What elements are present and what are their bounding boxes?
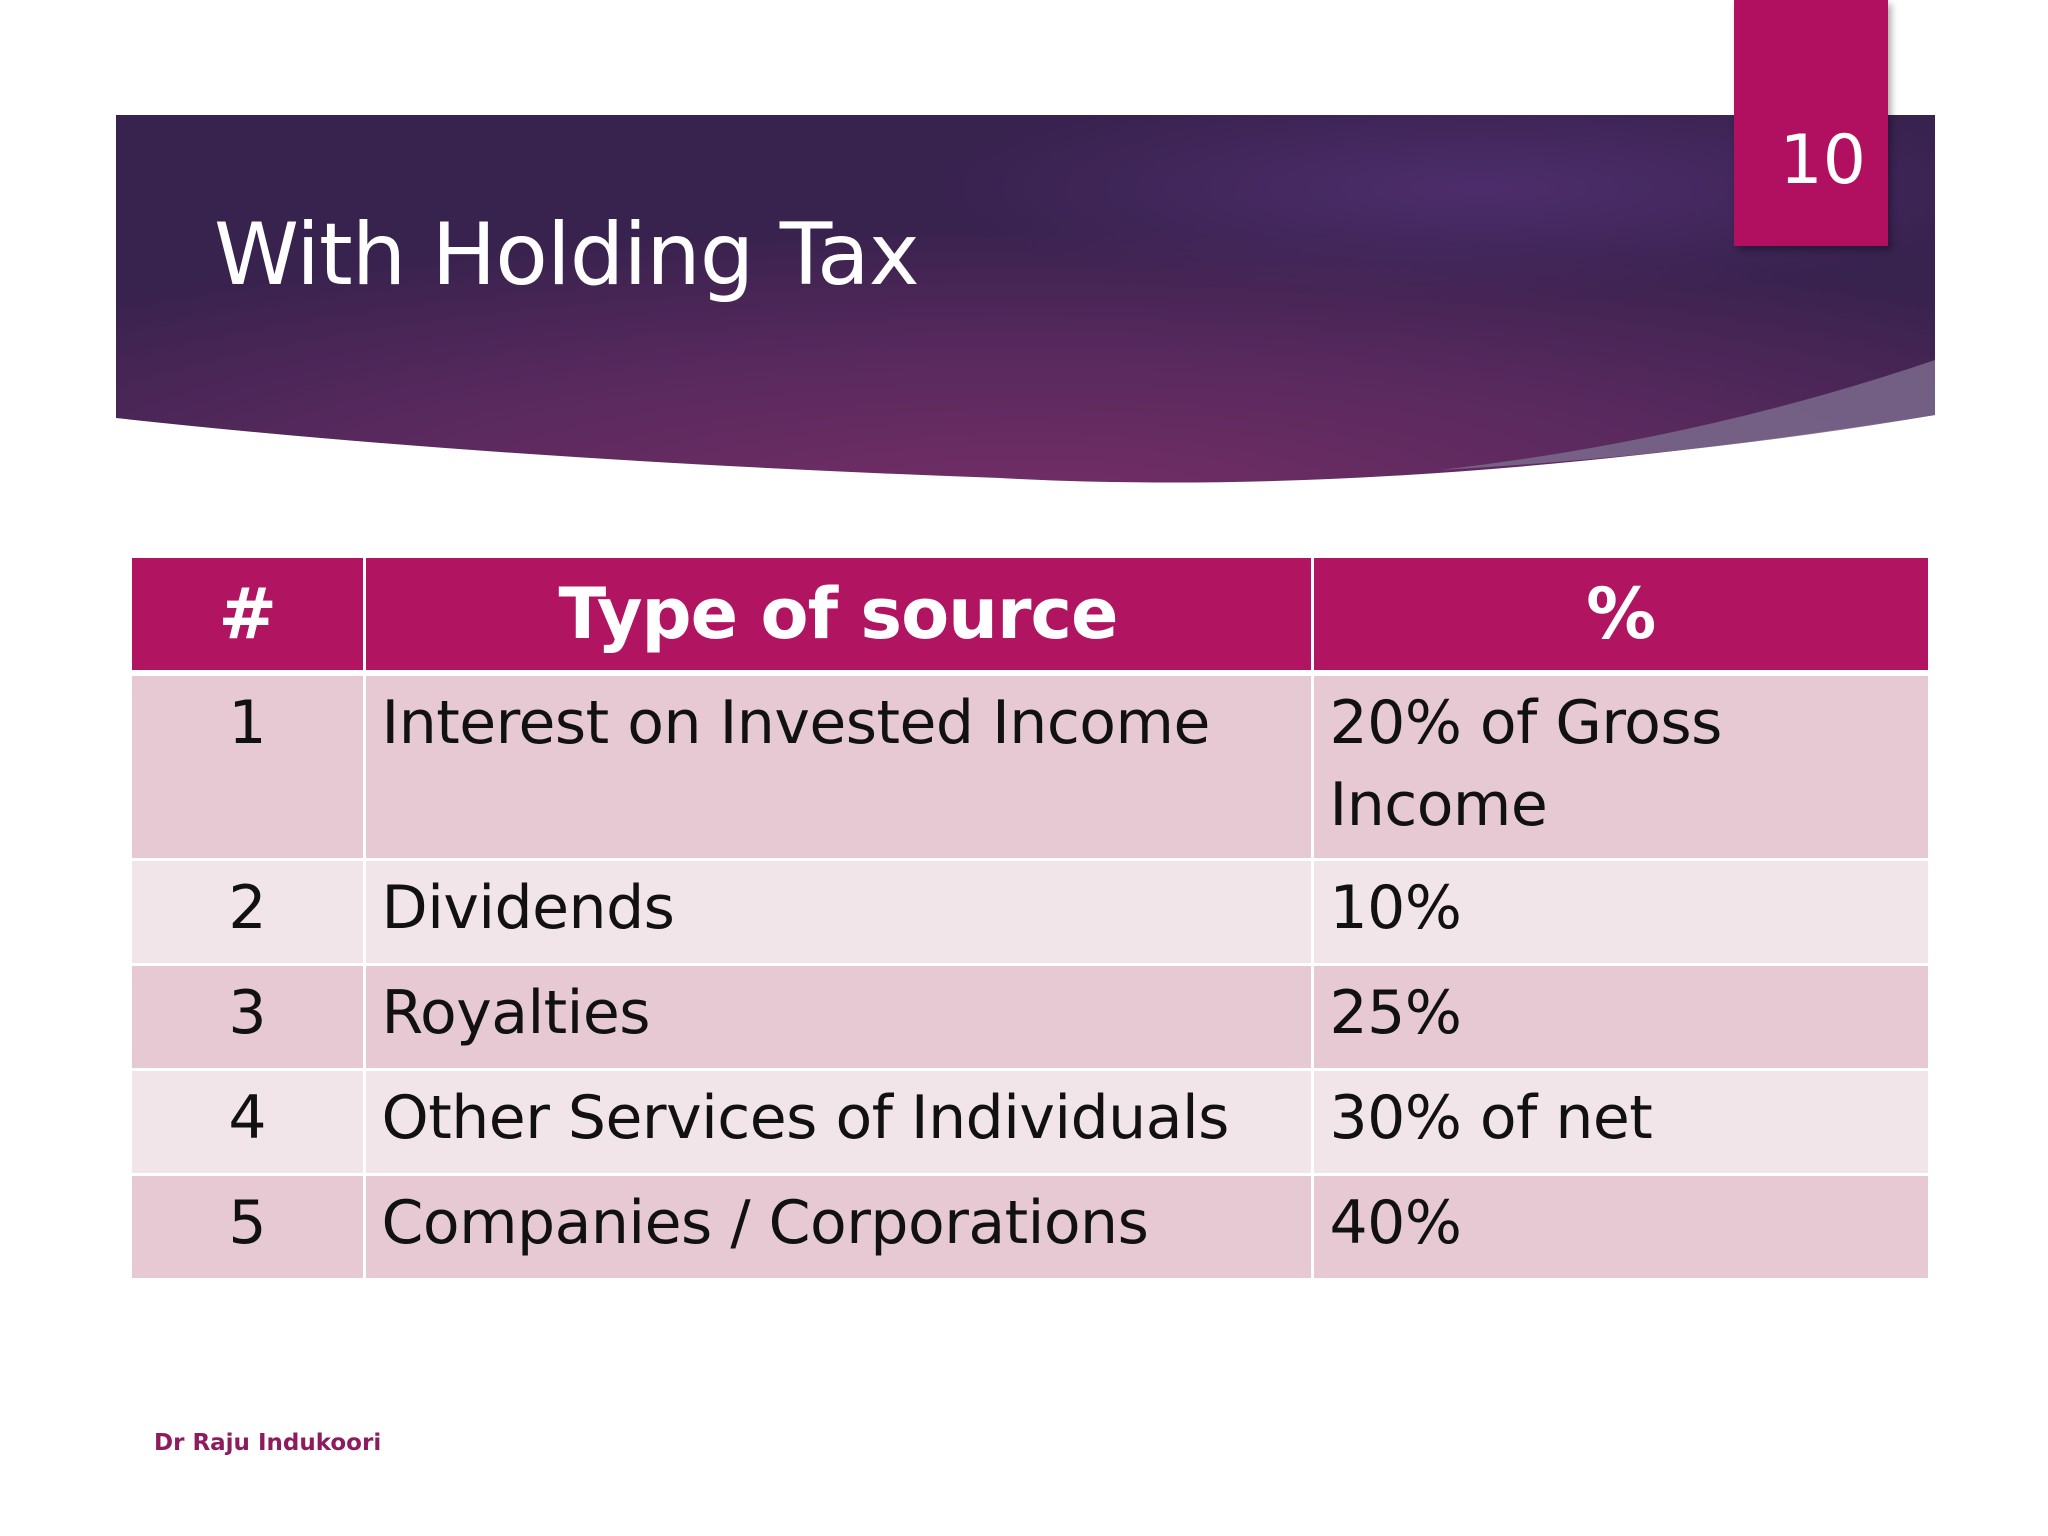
row-type: Other Services of Individuals [364,1069,1314,1176]
header-percent: % [1312,558,1928,676]
row-number: 5 [132,1174,366,1281]
header-number: # [132,558,366,676]
table-header-row: # Type of source % [132,558,1928,676]
slide-title: With Holding Tax [214,205,920,305]
row-number: 3 [132,964,366,1071]
row-percent: 20% of Gross Income [1312,673,1928,861]
row-percent: 25% [1312,964,1928,1071]
row-number: 1 [132,673,366,861]
row-type: Royalties [364,964,1314,1071]
row-percent: 10% [1312,859,1928,966]
row-percent: 40% [1312,1174,1928,1281]
row-type: Dividends [364,859,1314,966]
table-row: 5 Companies / Corporations 40% [132,1174,1928,1281]
withholding-tax-table: # Type of source % 1 Interest on Investe… [132,558,1928,1281]
row-number: 2 [132,859,366,966]
header-type-of-source: Type of source [364,558,1314,676]
page-number: 10 [1779,121,1866,200]
table-row: 1 Interest on Invested Income 20% of Gro… [132,673,1928,861]
page-number-tag: 10 [1734,0,1888,246]
author-footer: Dr Raju Indukoori [154,1430,382,1456]
title-banner [116,115,1935,483]
row-type: Companies / Corporations [364,1174,1314,1281]
table-row: 2 Dividends 10% [132,859,1928,966]
table-row: 4 Other Services of Individuals 30% of n… [132,1069,1928,1176]
row-number: 4 [132,1069,366,1176]
table-row: 3 Royalties 25% [132,964,1928,1071]
row-type: Interest on Invested Income [364,673,1314,861]
row-percent: 30% of net [1312,1069,1928,1176]
